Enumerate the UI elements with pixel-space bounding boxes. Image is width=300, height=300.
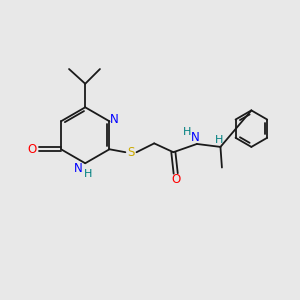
Text: H: H — [215, 134, 223, 145]
Text: O: O — [28, 143, 37, 156]
Text: S: S — [127, 146, 134, 159]
Text: H: H — [83, 169, 92, 179]
Text: N: N — [74, 162, 83, 175]
Text: N: N — [110, 113, 119, 126]
Text: O: O — [171, 173, 180, 186]
Text: N: N — [191, 131, 200, 144]
Text: H: H — [183, 127, 191, 137]
